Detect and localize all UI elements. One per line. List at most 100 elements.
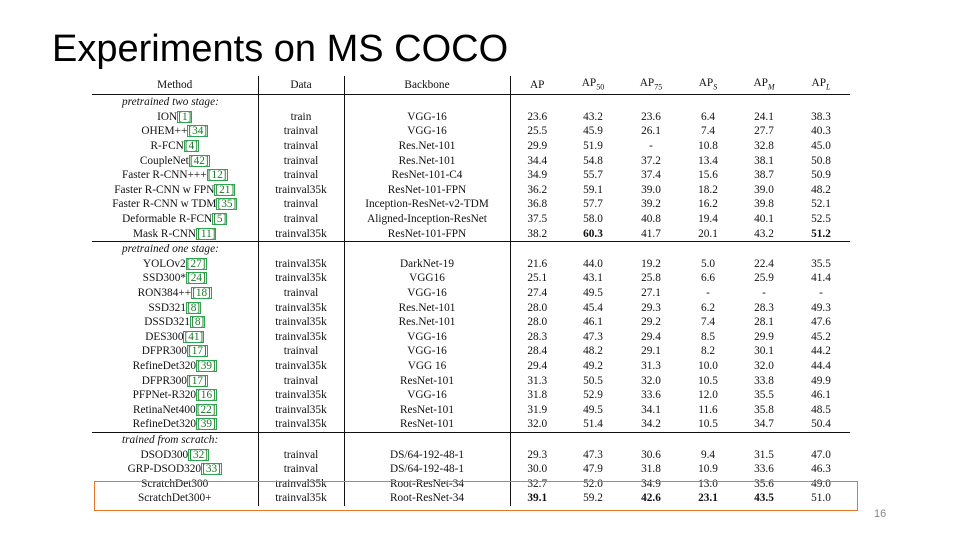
- table-row: RetinaNet400[22] trainval35k ResNet-101 31.…: [92, 402, 850, 418]
- ap-value-cell: 34.4: [527, 154, 548, 167]
- aps-value-cell: 19.4: [698, 213, 718, 225]
- citation-link[interactable]: [8]: [190, 316, 206, 329]
- citation-link[interactable]: [4]: [183, 140, 199, 153]
- ap-value-cell: 31.9: [527, 403, 548, 416]
- backbone-cell: Inception-ResNet-v2-TDM: [344, 197, 511, 212]
- aps-value-cell: 6.4: [700, 110, 716, 123]
- table-row: Deformable R-FCN[5] trainval Aligned-Incep…: [92, 212, 850, 227]
- ap75-value-cell: 37.4: [641, 169, 661, 182]
- citation-link[interactable]: [24]: [186, 272, 207, 285]
- ap50-value-cell: 47.3: [583, 330, 603, 343]
- ap75-value-cell: 29.4: [641, 330, 661, 343]
- data-cell: trainval: [258, 197, 345, 212]
- ap75-value-cell: 39.0: [641, 183, 661, 196]
- method-name: Deformable R-FCN: [122, 213, 213, 225]
- method-cell: ScratchDet300: [92, 476, 259, 492]
- ap75-value-cell: 39.2: [641, 198, 661, 211]
- ap-value-cell: 28.4: [527, 345, 548, 358]
- citation-link[interactable]: [17]: [186, 374, 208, 387]
- method-cell: DSSD321[8]: [92, 315, 259, 330]
- table-row: DSSD321[8] trainval35k Res.Net-101 28.0 46.1…: [92, 315, 850, 330]
- ap75-value-cell: 30.6: [641, 448, 661, 461]
- citation-link[interactable]: [16]: [196, 389, 217, 402]
- citation-link[interactable]: [12]: [206, 169, 228, 182]
- ap-value-cell: 39.1: [527, 492, 548, 505]
- ap-value-cell: 23.6: [527, 110, 548, 123]
- citation-link[interactable]: [18]: [191, 286, 212, 299]
- citation-link[interactable]: [17]: [186, 345, 208, 358]
- header-backbone: Backbone: [344, 76, 511, 96]
- citation-link[interactable]: [34]: [187, 125, 209, 138]
- aps-value-cell: 10.0: [698, 359, 718, 372]
- table-row: DFPR300[17] trainval VGG-16 28.4 48.2 29.1 8.2…: [92, 344, 850, 359]
- apm-value-cell: 38.7: [754, 169, 774, 182]
- method-cell: Faster R-CNN w TDM[35]: [92, 197, 259, 212]
- empty-cell: [622, 431, 680, 448]
- apl-value-cell: 52.5: [811, 213, 831, 225]
- ap50-value-cell: 60.3: [583, 227, 603, 240]
- method-cell: DFPR300[17]: [92, 344, 259, 359]
- citation-link[interactable]: [5]: [212, 213, 228, 225]
- method-cell: DES300[41]: [92, 329, 259, 345]
- data-cell: trainval: [258, 373, 345, 389]
- ap50-value-cell: 47.9: [583, 463, 603, 476]
- citation-link[interactable]: [1]: [177, 110, 193, 123]
- table-row: ION[1] train VGG-16 23.6 43.2 23.6 6.4 24.1 38.3: [92, 109, 850, 125]
- citation-link[interactable]: [27]: [185, 257, 207, 270]
- coco-results-table: Method Data Backbone AP AP50 AP75 APS AP…: [92, 76, 850, 506]
- citation-link[interactable]: [39]: [196, 359, 217, 372]
- ap75-value-cell: 34.1: [641, 403, 661, 416]
- apl-value-cell: 50.4: [792, 417, 850, 433]
- citation-link[interactable]: [32]: [188, 448, 210, 461]
- table-row: DSOD300[32] trainval DS/64-192-48-1 29.3 47.…: [92, 447, 850, 463]
- citation-link[interactable]: [35]: [216, 198, 238, 211]
- method-cell: ScratchDet300+: [92, 491, 259, 506]
- header-apm: APM: [736, 76, 792, 96]
- method-cell: R-FCN[4]: [92, 139, 259, 154]
- ap-value-cell: 36.8: [527, 198, 548, 211]
- citation-link[interactable]: [11]: [196, 227, 217, 240]
- method-name: RefineDet320: [132, 418, 197, 431]
- apl-value-cell: 49.0: [811, 477, 831, 490]
- data-cell: trainval: [258, 124, 345, 140]
- backbone-cell: ResNet-101: [344, 373, 511, 389]
- data-cell: trainval35k: [258, 417, 345, 433]
- citation-link[interactable]: [42]: [188, 154, 210, 167]
- ap75-value-cell: 27.1: [641, 286, 661, 299]
- apl-value-cell: 48.5: [811, 403, 831, 416]
- aps-value-cell: 11.6: [698, 403, 718, 416]
- empty-cell: [792, 241, 850, 257]
- data-cell: trainval35k: [258, 315, 345, 330]
- citation-link[interactable]: [41]: [183, 330, 205, 343]
- apm-value-cell: 35.6: [754, 477, 774, 490]
- ap-value-cell: 25.5: [527, 125, 548, 138]
- table-row: OHEM++[34] trainval VGG-16 25.5 45.9 26.1 7.4 2…: [92, 124, 850, 140]
- slide-title: Experiments on MS COCO: [52, 28, 509, 70]
- apl-value-cell: 45.0: [811, 140, 831, 153]
- data-cell: trainval: [258, 212, 345, 227]
- aps-value-cell: 15.6: [698, 169, 718, 182]
- data-cell: trainval: [258, 447, 345, 463]
- apm-value-cell: 39.8: [754, 198, 774, 211]
- ap-value-cell: 25.1: [527, 272, 548, 285]
- aps-value-cell: 16.2: [698, 198, 718, 211]
- citation-link[interactable]: [33]: [201, 463, 222, 476]
- method-cell: Deformable R-FCN[5]: [92, 212, 259, 227]
- ap50-value-cell: 49.5: [583, 403, 603, 416]
- ap50-value-cell: 43.1: [583, 272, 603, 285]
- method-name: ScratchDet300: [141, 477, 209, 490]
- citation-link[interactable]: [21]: [214, 183, 236, 196]
- ap75-value-cell: 23.6: [641, 110, 661, 123]
- method-cell: RON384++[18]: [92, 285, 259, 301]
- apm-value-cell: 24.1: [754, 110, 774, 123]
- method-cell: DFPR300[17]: [92, 373, 259, 389]
- apm-value-cell: 25.9: [754, 272, 774, 285]
- method-name: RefineDet320: [132, 359, 197, 372]
- citation-link[interactable]: [8]: [185, 301, 202, 314]
- ap75-value-cell: 25.8: [641, 272, 661, 285]
- data-cell: trainval: [258, 462, 345, 477]
- citation-link[interactable]: [39]: [196, 418, 217, 431]
- citation-link[interactable]: [22]: [195, 403, 217, 416]
- empty-cell: [736, 431, 792, 448]
- table-row: RefineDet320[39] trainval35k ResNet-101 32.…: [92, 417, 850, 433]
